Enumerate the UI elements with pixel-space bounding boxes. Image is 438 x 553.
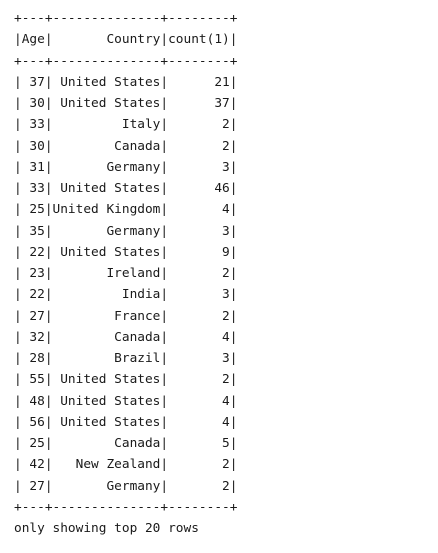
table-row: | 22| India| 3| (14, 287, 238, 303)
footer-note: only showing top 20 rows (14, 521, 199, 536)
table-row: | 56| United States| 4| (14, 414, 238, 430)
table-row: | 23| Ireland| 2| (14, 266, 238, 281)
table-row: | 32| Canada| 4| (14, 329, 238, 345)
table-row: | 35| Germany| 3| (14, 223, 238, 239)
table-row: | 25|United Kingdom| 4| (14, 202, 238, 218)
table-border-bottom: +---+--------------+--------+ (14, 499, 238, 515)
table-row: | 30| United States| 37| (14, 96, 238, 111)
table-row: | 37| United States| 21| (14, 74, 238, 90)
table-row: | 33| United States| 46| (14, 181, 238, 196)
table-row: | 31| Germany| 3| (14, 159, 238, 175)
table-row: | 27| France| 2| (14, 308, 238, 324)
console-output: +---+--------------+--------+ |Age| Coun… (14, 8, 434, 539)
table-row: | 42| New Zealand| 2| (14, 457, 238, 473)
table-header: |Age| Country|count(1)| (14, 32, 238, 48)
table-row: | 55| United States| 2| (14, 372, 238, 388)
table-row: | 33| Italy| 2| (14, 117, 238, 133)
table-row: | 48| United States| 4| (14, 393, 238, 409)
table-row: | 22| United States| 9| (14, 244, 238, 260)
table-row: | 25| Canada| 5| (14, 436, 238, 451)
table-row: | 28| Brazil| 3| (14, 351, 238, 366)
table-border-top: +---+--------------+--------+ (14, 11, 238, 26)
table-row: | 30| Canada| 2| (14, 138, 238, 154)
table-border-mid: +---+--------------+--------+ (14, 53, 238, 69)
table-row: | 27| Germany| 2| (14, 478, 238, 494)
